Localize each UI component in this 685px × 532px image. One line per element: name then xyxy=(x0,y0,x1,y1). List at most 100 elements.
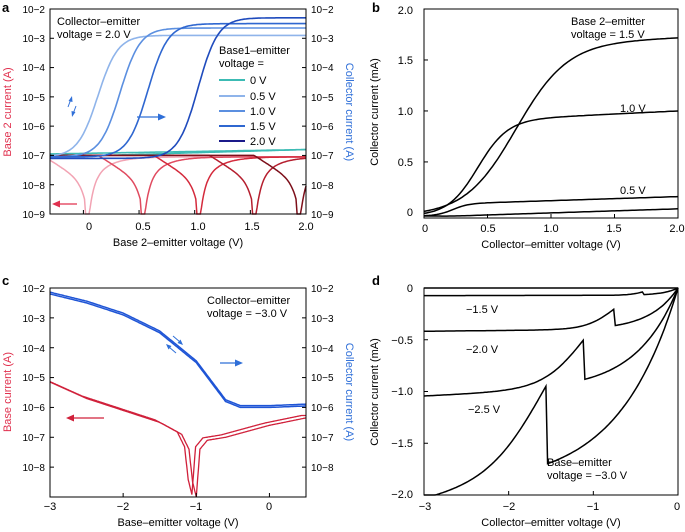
c-collector-current-line xyxy=(49,293,307,409)
b-xtick-label: 2.0 xyxy=(669,223,684,235)
a-xlabel: Base 2–emitter voltage (V) xyxy=(113,237,243,249)
d-ylabel: Collector current (mA) xyxy=(369,338,381,446)
b-xtick-label: 0.5 xyxy=(480,223,495,235)
a-ytick-right: 10−2 xyxy=(311,5,334,16)
panel-label-d: d xyxy=(372,273,380,288)
b-series-label: 1.0 V xyxy=(620,103,646,115)
a-legend-label: 1.0 V xyxy=(250,106,276,118)
b-series-label: 0.5 V xyxy=(620,185,646,197)
a-ytick-right: 10−7 xyxy=(311,151,334,162)
b-ytick-label: 1.0 xyxy=(398,106,413,118)
panel-b-ticks xyxy=(423,8,679,218)
panel-a: 0 0.5 1.0 1.5 2.0 Base 2–emitter voltage… xyxy=(2,5,355,249)
c-xtick-label: −3 xyxy=(44,501,57,513)
a-ytick-left: 10−6 xyxy=(22,122,45,133)
d-xtick-label: 0 xyxy=(674,501,680,513)
c-ytick-left: 10−6 xyxy=(22,403,45,414)
c-arrow-right-blue xyxy=(220,359,243,367)
panel-a-ticks xyxy=(50,8,307,215)
c-base-current-line xyxy=(49,381,307,498)
panel-c-curves xyxy=(49,291,307,498)
b-output-curve xyxy=(423,37,679,213)
a-annotation-line2: voltage = 2.0 V xyxy=(57,29,131,41)
c-xtick-label: −2 xyxy=(117,501,130,513)
c-base-current-line xyxy=(49,381,306,495)
c-ytick-left: 10−2 xyxy=(22,284,45,295)
a-collector-current-line xyxy=(49,34,306,157)
a-base2-current-line xyxy=(49,156,306,215)
c-ytick-left: 10−5 xyxy=(22,373,45,384)
a-xtick-label: 1.0 xyxy=(190,221,205,233)
panel-label-b: b xyxy=(372,0,380,15)
a-ytick-left: 10−4 xyxy=(22,63,45,74)
panel-label-c: c xyxy=(2,273,9,288)
c-ytick-left: 10−4 xyxy=(22,344,45,355)
a-ytick-left: 10−9 xyxy=(22,210,45,221)
a-ytick-left: 10−8 xyxy=(22,181,45,192)
b-ytick-label: 0.5 xyxy=(398,157,413,169)
d-ytick-label: −1.0 xyxy=(391,386,413,398)
a-ytick-left: 10−3 xyxy=(22,34,45,45)
a-ytick-right: 10−3 xyxy=(311,34,334,45)
c-ytick-right: 10−5 xyxy=(311,373,334,384)
a-collector-current-line xyxy=(50,17,306,160)
c-ytick-right: 10−6 xyxy=(311,403,334,414)
a-arrow-right-blue xyxy=(137,113,166,121)
c-ytick-left: 10−3 xyxy=(22,314,45,325)
a-ytick-left: 10−2 xyxy=(22,5,45,16)
d-xtick-label: −2 xyxy=(503,501,516,513)
a-ylabel-right: Collector current (A) xyxy=(343,63,355,161)
d-series-label: −2.0 V xyxy=(466,344,499,356)
d-ytick-label: −2.0 xyxy=(391,489,413,501)
d-series-label: −2.5 V xyxy=(468,404,501,416)
a-ylabel-left: Base 2 current (A) xyxy=(2,67,14,156)
d-annotation-line2: voltage = −3.0 V xyxy=(547,470,628,482)
panel-a-curves xyxy=(49,17,307,215)
b-annotation-line2: voltage = 1.5 V xyxy=(571,29,645,41)
c-ytick-right: 10−3 xyxy=(311,314,334,325)
a-ytick-right: 10−8 xyxy=(311,181,334,192)
b-ytick-label: 1.5 xyxy=(398,55,413,67)
panel-c-frame xyxy=(49,287,307,498)
b-output-curve xyxy=(423,195,679,217)
panel-b: 0 0.5 1.0 1.5 2.0 Collector–emitter volt… xyxy=(369,5,685,251)
a-legend-title-line2: voltage = xyxy=(219,58,264,70)
a-arrow-left-red xyxy=(52,200,77,208)
a-annotation-line1: Collector–emitter xyxy=(57,16,140,28)
c-xlabel: Base–emitter voltage (V) xyxy=(117,517,238,529)
a-xtick-label: 0 xyxy=(86,221,92,233)
d-ytick-label: −1.5 xyxy=(391,438,413,450)
b-annotation-line1: Base 2–emitter xyxy=(571,16,645,28)
d-xtick-label: −3 xyxy=(419,501,432,513)
c-collector-current-line xyxy=(49,291,307,407)
a-collector-current-line xyxy=(50,27,306,158)
d-output-curve xyxy=(423,287,679,333)
panel-a-frame xyxy=(49,8,307,215)
a-base2-current-line xyxy=(50,154,307,215)
d-series-label: −1.5 V xyxy=(466,304,499,316)
c-ylabel-left: Base current (A) xyxy=(2,352,14,432)
d-xtick-label: −1 xyxy=(587,501,600,513)
a-legend-title-line1: Base1–emitter xyxy=(219,45,290,57)
a-legend-label: 1.5 V xyxy=(250,121,276,133)
c-arrow-sweep xyxy=(166,335,183,354)
c-annotation-line2: voltage = −3.0 V xyxy=(207,308,288,320)
a-legend-label: 0 V xyxy=(250,75,267,87)
d-output-curve xyxy=(424,287,679,496)
a-ytick-right: 10−5 xyxy=(311,93,334,104)
a-xtick-label: 0.5 xyxy=(135,221,150,233)
panel-d-ticks xyxy=(423,287,679,496)
c-xtick-label: −1 xyxy=(190,501,203,513)
a-ytick-right: 10−9 xyxy=(311,210,334,221)
b-xtick-label: 1.5 xyxy=(606,223,621,235)
d-xlabel: Collector–emitter voltage (V) xyxy=(481,517,620,529)
c-ytick-left: 10−7 xyxy=(22,433,45,444)
panel-c: −3 −2 −1 0 Base–emitter voltage (V) 10−2… xyxy=(2,284,355,529)
a-xtick-label: 1.5 xyxy=(244,221,259,233)
a-ytick-left: 10−7 xyxy=(22,151,45,162)
panel-c-ticks xyxy=(49,287,306,497)
d-output-curve xyxy=(423,287,679,397)
b-ylabel: Collector current (mA) xyxy=(369,58,381,166)
c-xtick-label: 0 xyxy=(266,501,272,513)
